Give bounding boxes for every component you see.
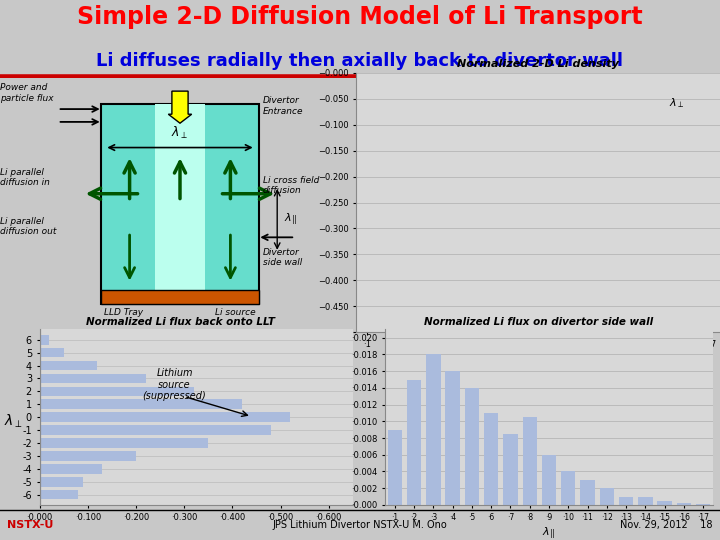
- Bar: [101, 290, 259, 304]
- Bar: [638, 497, 652, 505]
- Bar: [387, 430, 402, 505]
- Text: JPS Lithium Divertor NSTX-U M. Ono: JPS Lithium Divertor NSTX-U M. Ono: [273, 521, 447, 530]
- Bar: [657, 501, 672, 505]
- Text: Li parallel
diffusion out: Li parallel diffusion out: [0, 217, 56, 236]
- Text: Lithium
source
(suppressed): Lithium source (suppressed): [143, 368, 207, 401]
- Text: Li diffuses radially then axially back to divertor wall: Li diffuses radially then axially back t…: [96, 52, 624, 70]
- Text: Divertor
Entrance: Divertor Entrance: [263, 96, 303, 116]
- Text: $\lambda_\perp$: $\lambda_\perp$: [670, 96, 685, 110]
- Bar: [677, 503, 691, 505]
- Bar: [40, 374, 145, 383]
- Bar: [101, 104, 259, 304]
- Text: Power and
particle flux: Power and particle flux: [0, 83, 53, 103]
- Bar: [541, 455, 557, 505]
- Text: NSTX-U: NSTX-U: [7, 521, 53, 530]
- Bar: [40, 387, 194, 396]
- Text: Li cross field
diffusion: Li cross field diffusion: [263, 176, 319, 195]
- Bar: [619, 497, 634, 505]
- Bar: [561, 471, 575, 505]
- Bar: [40, 477, 83, 487]
- Bar: [446, 371, 460, 505]
- Text: $\lambda_\perp$: $\lambda_\perp$: [171, 125, 189, 141]
- Bar: [155, 104, 205, 304]
- Text: Simple 2-D Diffusion Model of Li Transport: Simple 2-D Diffusion Model of Li Transpo…: [77, 5, 643, 29]
- Bar: [40, 335, 49, 345]
- Bar: [464, 388, 479, 505]
- Bar: [40, 348, 63, 357]
- Bar: [523, 417, 537, 505]
- Text: Li source: Li source: [215, 308, 256, 317]
- Bar: [407, 380, 421, 505]
- Text: Li parallel
diffusion in: Li parallel diffusion in: [0, 168, 50, 187]
- Text: Normalized Li flux on divertor side wall: Normalized Li flux on divertor side wall: [424, 316, 653, 327]
- Bar: [40, 361, 97, 370]
- Bar: [40, 400, 242, 409]
- Bar: [40, 464, 102, 474]
- Bar: [580, 480, 595, 505]
- Text: Normalized Li flux back onto LLT: Normalized Li flux back onto LLT: [86, 316, 274, 327]
- Bar: [40, 451, 136, 461]
- Text: $\lambda_{||}$: $\lambda_{||}$: [284, 212, 297, 227]
- Text: $\lambda_{||}$: $\lambda_{||}$: [542, 526, 556, 540]
- Text: LLD Tray: LLD Tray: [104, 308, 143, 317]
- Text: Divertor
side wall: Divertor side wall: [263, 247, 302, 267]
- Bar: [600, 488, 614, 505]
- FancyArrow shape: [168, 91, 192, 123]
- Bar: [40, 413, 290, 422]
- Bar: [426, 354, 441, 505]
- Bar: [40, 425, 271, 435]
- Text: $\lambda_{||}$: $\lambda_{||}$: [463, 335, 477, 350]
- Bar: [484, 413, 498, 505]
- Bar: [696, 504, 711, 505]
- Text: Nov. 29, 2012    18: Nov. 29, 2012 18: [621, 521, 713, 530]
- Text: $\lambda_\perp$: $\lambda_\perp$: [4, 413, 22, 430]
- Bar: [40, 490, 78, 500]
- Bar: [40, 438, 208, 448]
- Title: Normalized 2-D Li density: Normalized 2-D Li density: [457, 59, 619, 69]
- Bar: [503, 434, 518, 505]
